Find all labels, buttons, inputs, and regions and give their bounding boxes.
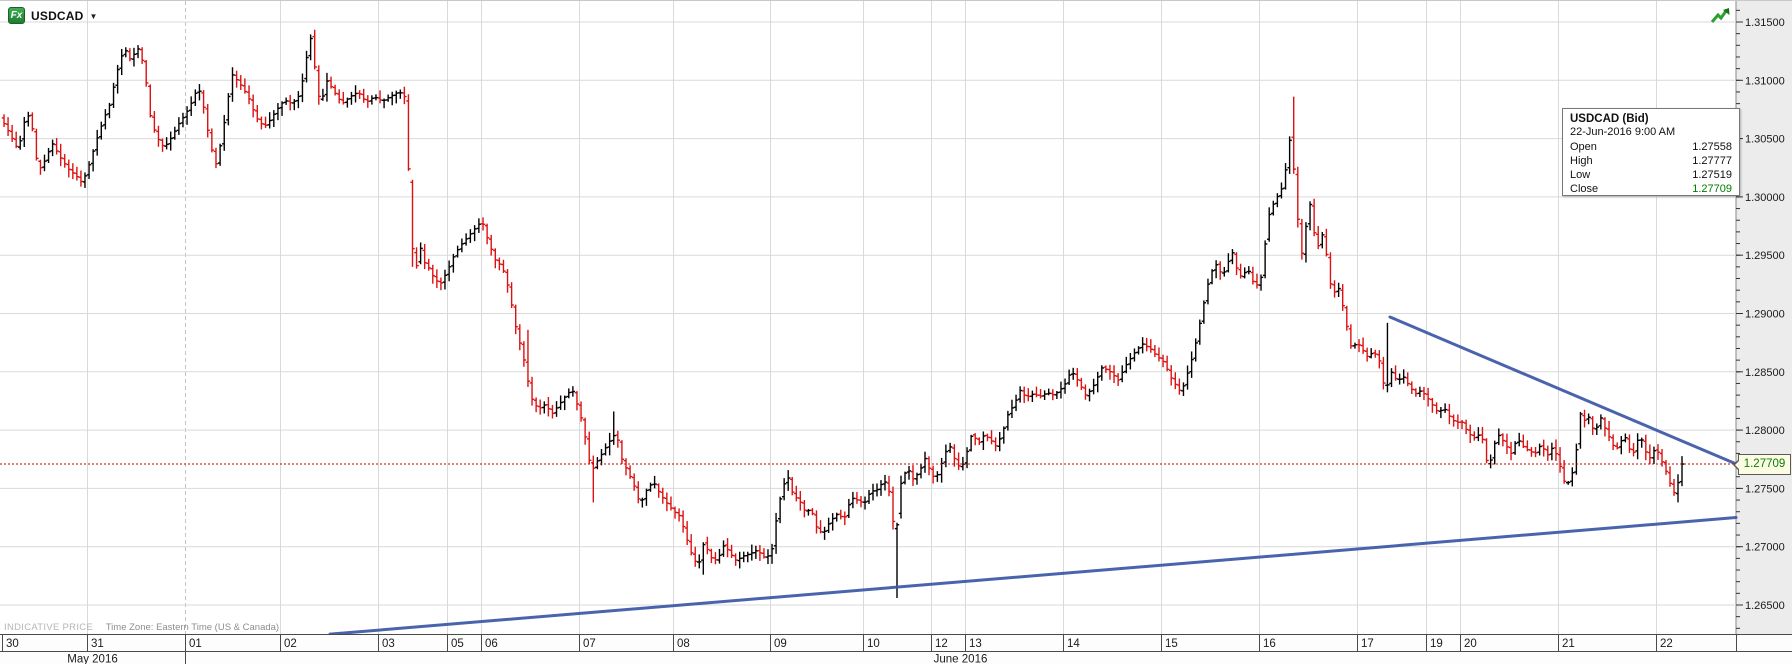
price-axis-label: 1.30500: [1745, 134, 1785, 146]
tooltip-open-label: Open: [1570, 140, 1597, 154]
date-label: 05: [451, 638, 464, 650]
price-axis-label: 1.27500: [1745, 483, 1785, 495]
date-label: 31: [91, 638, 104, 650]
date-label: 19: [1430, 638, 1443, 650]
fx-logo-icon: Fx: [8, 7, 25, 24]
price-axis-label: 1.28000: [1745, 425, 1785, 437]
tooltip-title: USDCAD (Bid): [1570, 113, 1732, 125]
price-axis-label: 1.26500: [1745, 600, 1785, 612]
tooltip-high-row: High 1.27777: [1570, 154, 1732, 168]
tooltip-low-row: Low 1.27519: [1570, 168, 1732, 182]
date-label: 14: [1067, 638, 1080, 650]
tooltip-high-label: High: [1570, 154, 1593, 168]
date-label: 06: [485, 638, 498, 650]
date-label: 13: [969, 638, 982, 650]
price-axis-label: 1.29500: [1745, 250, 1785, 262]
date-label: 08: [677, 638, 690, 650]
tooltip-close-value: 1.27709: [1692, 182, 1732, 196]
date-label: 02: [284, 638, 297, 650]
price-axis-label: 1.30000: [1745, 192, 1785, 204]
price-axis-label: 1.28500: [1745, 367, 1785, 379]
date-label: 17: [1361, 638, 1374, 650]
date-label: 16: [1263, 638, 1276, 650]
price-axis-label: 1.31500: [1745, 17, 1785, 29]
date-label: 09: [774, 638, 787, 650]
timezone-label: Time Zone: Eastern Time (US & Canada): [106, 622, 279, 633]
symbol-name: USDCAD: [31, 9, 84, 23]
tooltip-open-value: 1.27558: [1692, 140, 1732, 154]
tooltip-close-row: Close 1.27709: [1570, 182, 1732, 196]
ohlc-tooltip: USDCAD (Bid) 22-Jun-2016 9:00 AM Open 1.…: [1562, 108, 1740, 196]
month-label: May 2016: [67, 654, 118, 664]
tooltip-low-value: 1.27519: [1692, 168, 1732, 182]
price-axis-label: 1.31000: [1745, 75, 1785, 87]
footer-note: INDICATIVE PRICE Time Zone: Eastern Time…: [4, 622, 279, 633]
current-price-badge: 1.27709: [1738, 454, 1791, 475]
date-label: 03: [382, 638, 395, 650]
price-axis-label: 1.29000: [1745, 309, 1785, 321]
date-axis-strip[interactable]: [0, 634, 1792, 664]
date-label: 10: [867, 638, 880, 650]
current-price-value: 1.27709: [1744, 458, 1786, 470]
tooltip-open-row: Open 1.27558: [1570, 140, 1732, 154]
tooltip-high-value: 1.27777: [1692, 154, 1732, 168]
date-label: 15: [1165, 638, 1178, 650]
price-axis-label: 1.27000: [1745, 542, 1785, 554]
date-label: 21: [1562, 638, 1575, 650]
date-label: 07: [583, 638, 596, 650]
tooltip-datetime: 22-Jun-2016 9:00 AM: [1570, 126, 1732, 138]
date-label: 12: [935, 638, 948, 650]
date-label: 30: [6, 638, 19, 650]
indicative-price-label: INDICATIVE PRICE: [4, 622, 93, 633]
date-label: 20: [1464, 638, 1477, 650]
tooltip-close-label: Close: [1570, 182, 1598, 196]
chevron-down-icon[interactable]: ▼: [90, 12, 98, 21]
symbol-header[interactable]: Fx USDCAD ▼: [8, 7, 97, 24]
month-label: June 2016: [934, 654, 988, 664]
date-label: 01: [189, 638, 202, 650]
date-label: 22: [1660, 638, 1673, 650]
tooltip-low-label: Low: [1570, 168, 1590, 182]
